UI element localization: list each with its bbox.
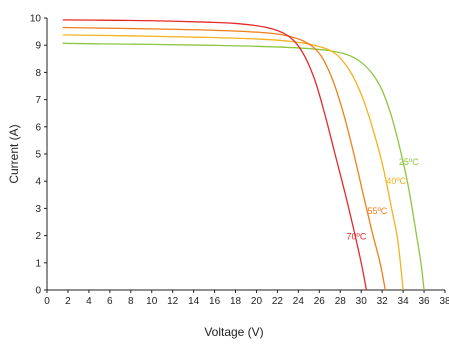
x-tick-label: 18 bbox=[230, 296, 242, 307]
x-tick-label: 26 bbox=[314, 296, 326, 307]
x-tick-label: 28 bbox=[335, 296, 347, 307]
y-tick-label: 2 bbox=[35, 231, 41, 242]
x-tick-label: 38 bbox=[439, 296, 449, 307]
series-label-70c: 70ºC bbox=[347, 232, 367, 242]
y-tick-label: 0 bbox=[35, 286, 41, 297]
x-tick-label: 36 bbox=[418, 296, 430, 307]
series-label-25c: 25ºC bbox=[399, 157, 419, 167]
series-label-55c: 55ºC bbox=[367, 206, 387, 216]
series-label-40c: 40ºC bbox=[386, 176, 406, 186]
x-tick-label: 24 bbox=[293, 296, 305, 307]
x-tick-label: 20 bbox=[251, 296, 263, 307]
y-tick-label: 1 bbox=[35, 258, 41, 269]
series-line-40c bbox=[62, 34, 404, 291]
y-tick-label: 5 bbox=[35, 150, 41, 161]
x-tick-label: 10 bbox=[146, 296, 158, 307]
x-tick-label: 6 bbox=[107, 296, 113, 307]
y-tick-label: 9 bbox=[35, 41, 41, 52]
y-tick-label: 6 bbox=[35, 122, 41, 133]
x-tick-label: 32 bbox=[377, 296, 389, 307]
x-tick-label: 16 bbox=[209, 296, 221, 307]
y-tick-label: 7 bbox=[35, 95, 41, 106]
series-line-25c bbox=[62, 42, 425, 291]
x-tick-label: 34 bbox=[398, 296, 410, 307]
series-line-55c bbox=[62, 26, 386, 291]
series-labels: 25ºC 40ºC 55ºC 70ºC bbox=[347, 157, 420, 242]
series-line-70c bbox=[62, 19, 368, 291]
x-axis-title: Voltage (V) bbox=[204, 325, 263, 339]
y-tick-label: 3 bbox=[35, 204, 41, 215]
x-tick-label: 12 bbox=[167, 296, 179, 307]
x-tick-label: 30 bbox=[356, 296, 368, 307]
x-tick-label: 4 bbox=[86, 296, 92, 307]
axes: 0 2 4 6 8 10 12 14 16 18 20 22 24 26 28 30 32 34 36 3801234… bbox=[30, 14, 449, 308]
x-tick-label: 22 bbox=[272, 296, 284, 307]
y-tick-label: 4 bbox=[35, 177, 41, 188]
y-tick-label: 8 bbox=[35, 68, 41, 79]
series-lines bbox=[62, 19, 425, 291]
x-tick-label: 8 bbox=[128, 296, 134, 307]
y-axis-title: Current (A) bbox=[7, 124, 21, 183]
y-tick-label: 10 bbox=[30, 14, 42, 25]
x-tick-label: 0 bbox=[44, 296, 50, 307]
x-tick-label: 2 bbox=[65, 296, 71, 307]
x-tick-label: 14 bbox=[188, 296, 200, 307]
